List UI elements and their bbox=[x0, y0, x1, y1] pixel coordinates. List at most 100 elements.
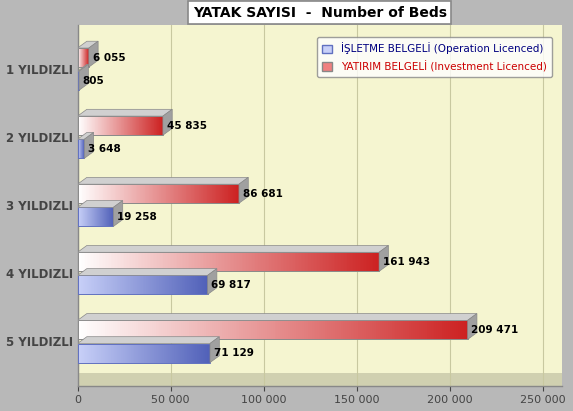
Bar bbox=[263, 320, 265, 339]
Bar bbox=[302, 320, 304, 339]
Bar bbox=[191, 184, 192, 203]
Bar bbox=[150, 184, 151, 203]
Bar bbox=[194, 252, 195, 271]
Bar bbox=[208, 320, 210, 339]
Bar bbox=[290, 252, 292, 271]
Bar bbox=[140, 320, 142, 339]
Bar bbox=[133, 344, 134, 363]
Bar bbox=[126, 252, 127, 271]
Bar bbox=[257, 320, 259, 339]
Bar bbox=[97, 252, 99, 271]
Bar bbox=[95, 184, 96, 203]
Bar bbox=[206, 344, 207, 363]
Bar bbox=[175, 344, 176, 363]
Polygon shape bbox=[210, 337, 219, 363]
Bar bbox=[248, 252, 249, 271]
Bar bbox=[123, 275, 124, 295]
Bar bbox=[95, 344, 96, 363]
Bar bbox=[145, 344, 146, 363]
Bar bbox=[187, 275, 188, 295]
Bar bbox=[81, 184, 83, 203]
Bar bbox=[152, 184, 154, 203]
Polygon shape bbox=[77, 245, 388, 252]
Bar bbox=[180, 344, 181, 363]
Bar bbox=[148, 275, 149, 295]
Bar bbox=[147, 184, 148, 203]
Bar bbox=[246, 252, 248, 271]
Bar bbox=[77, 184, 239, 203]
Bar bbox=[142, 252, 144, 271]
Bar bbox=[162, 184, 163, 203]
Bar bbox=[199, 275, 200, 295]
Bar bbox=[106, 252, 108, 271]
Bar bbox=[128, 275, 129, 295]
Bar bbox=[219, 252, 221, 271]
Bar bbox=[255, 320, 257, 339]
Bar bbox=[368, 252, 370, 271]
Bar bbox=[195, 252, 197, 271]
Bar bbox=[167, 344, 168, 363]
Bar bbox=[199, 344, 200, 363]
Bar bbox=[234, 184, 235, 203]
Bar bbox=[158, 320, 159, 339]
Bar bbox=[207, 184, 209, 203]
Bar bbox=[100, 252, 101, 271]
Bar bbox=[108, 252, 109, 271]
Bar bbox=[168, 344, 169, 363]
Bar bbox=[94, 275, 95, 295]
Bar bbox=[117, 252, 118, 271]
Bar bbox=[230, 184, 231, 203]
Bar bbox=[141, 252, 142, 271]
Bar bbox=[261, 252, 263, 271]
Bar bbox=[364, 252, 366, 271]
Bar bbox=[256, 252, 257, 271]
Bar bbox=[214, 320, 216, 339]
Text: 69 817: 69 817 bbox=[211, 280, 251, 290]
Bar bbox=[201, 344, 202, 363]
Bar bbox=[282, 320, 284, 339]
Bar bbox=[77, 207, 113, 226]
Bar bbox=[100, 275, 101, 295]
Polygon shape bbox=[77, 337, 219, 344]
Bar bbox=[352, 252, 354, 271]
Bar bbox=[90, 275, 91, 295]
Bar bbox=[215, 184, 217, 203]
Bar bbox=[114, 344, 115, 363]
Bar bbox=[115, 320, 116, 339]
Bar bbox=[251, 320, 253, 339]
Bar bbox=[197, 184, 198, 203]
Bar bbox=[134, 344, 135, 363]
Bar bbox=[200, 344, 201, 363]
Bar bbox=[370, 320, 372, 339]
Bar bbox=[77, 252, 79, 271]
Bar bbox=[253, 252, 254, 271]
Bar bbox=[94, 252, 96, 271]
Bar bbox=[84, 184, 85, 203]
Bar bbox=[266, 320, 269, 339]
Bar bbox=[225, 184, 226, 203]
Bar bbox=[161, 275, 162, 295]
Bar bbox=[198, 184, 199, 203]
Bar bbox=[186, 344, 187, 363]
Bar bbox=[77, 344, 78, 363]
Bar bbox=[150, 275, 151, 295]
Bar bbox=[211, 184, 213, 203]
Bar bbox=[82, 344, 83, 363]
Bar bbox=[166, 275, 167, 295]
Bar bbox=[313, 320, 316, 339]
Bar bbox=[89, 344, 90, 363]
Bar bbox=[360, 320, 362, 339]
Polygon shape bbox=[77, 314, 477, 320]
Bar bbox=[201, 184, 202, 203]
Bar bbox=[239, 252, 241, 271]
Bar bbox=[375, 252, 376, 271]
Bar bbox=[190, 275, 191, 295]
Bar bbox=[177, 252, 179, 271]
Bar bbox=[183, 275, 184, 295]
Bar bbox=[304, 320, 306, 339]
Bar bbox=[131, 184, 132, 203]
Bar bbox=[348, 320, 351, 339]
Bar bbox=[102, 275, 103, 295]
Bar bbox=[209, 184, 210, 203]
Bar bbox=[134, 275, 135, 295]
